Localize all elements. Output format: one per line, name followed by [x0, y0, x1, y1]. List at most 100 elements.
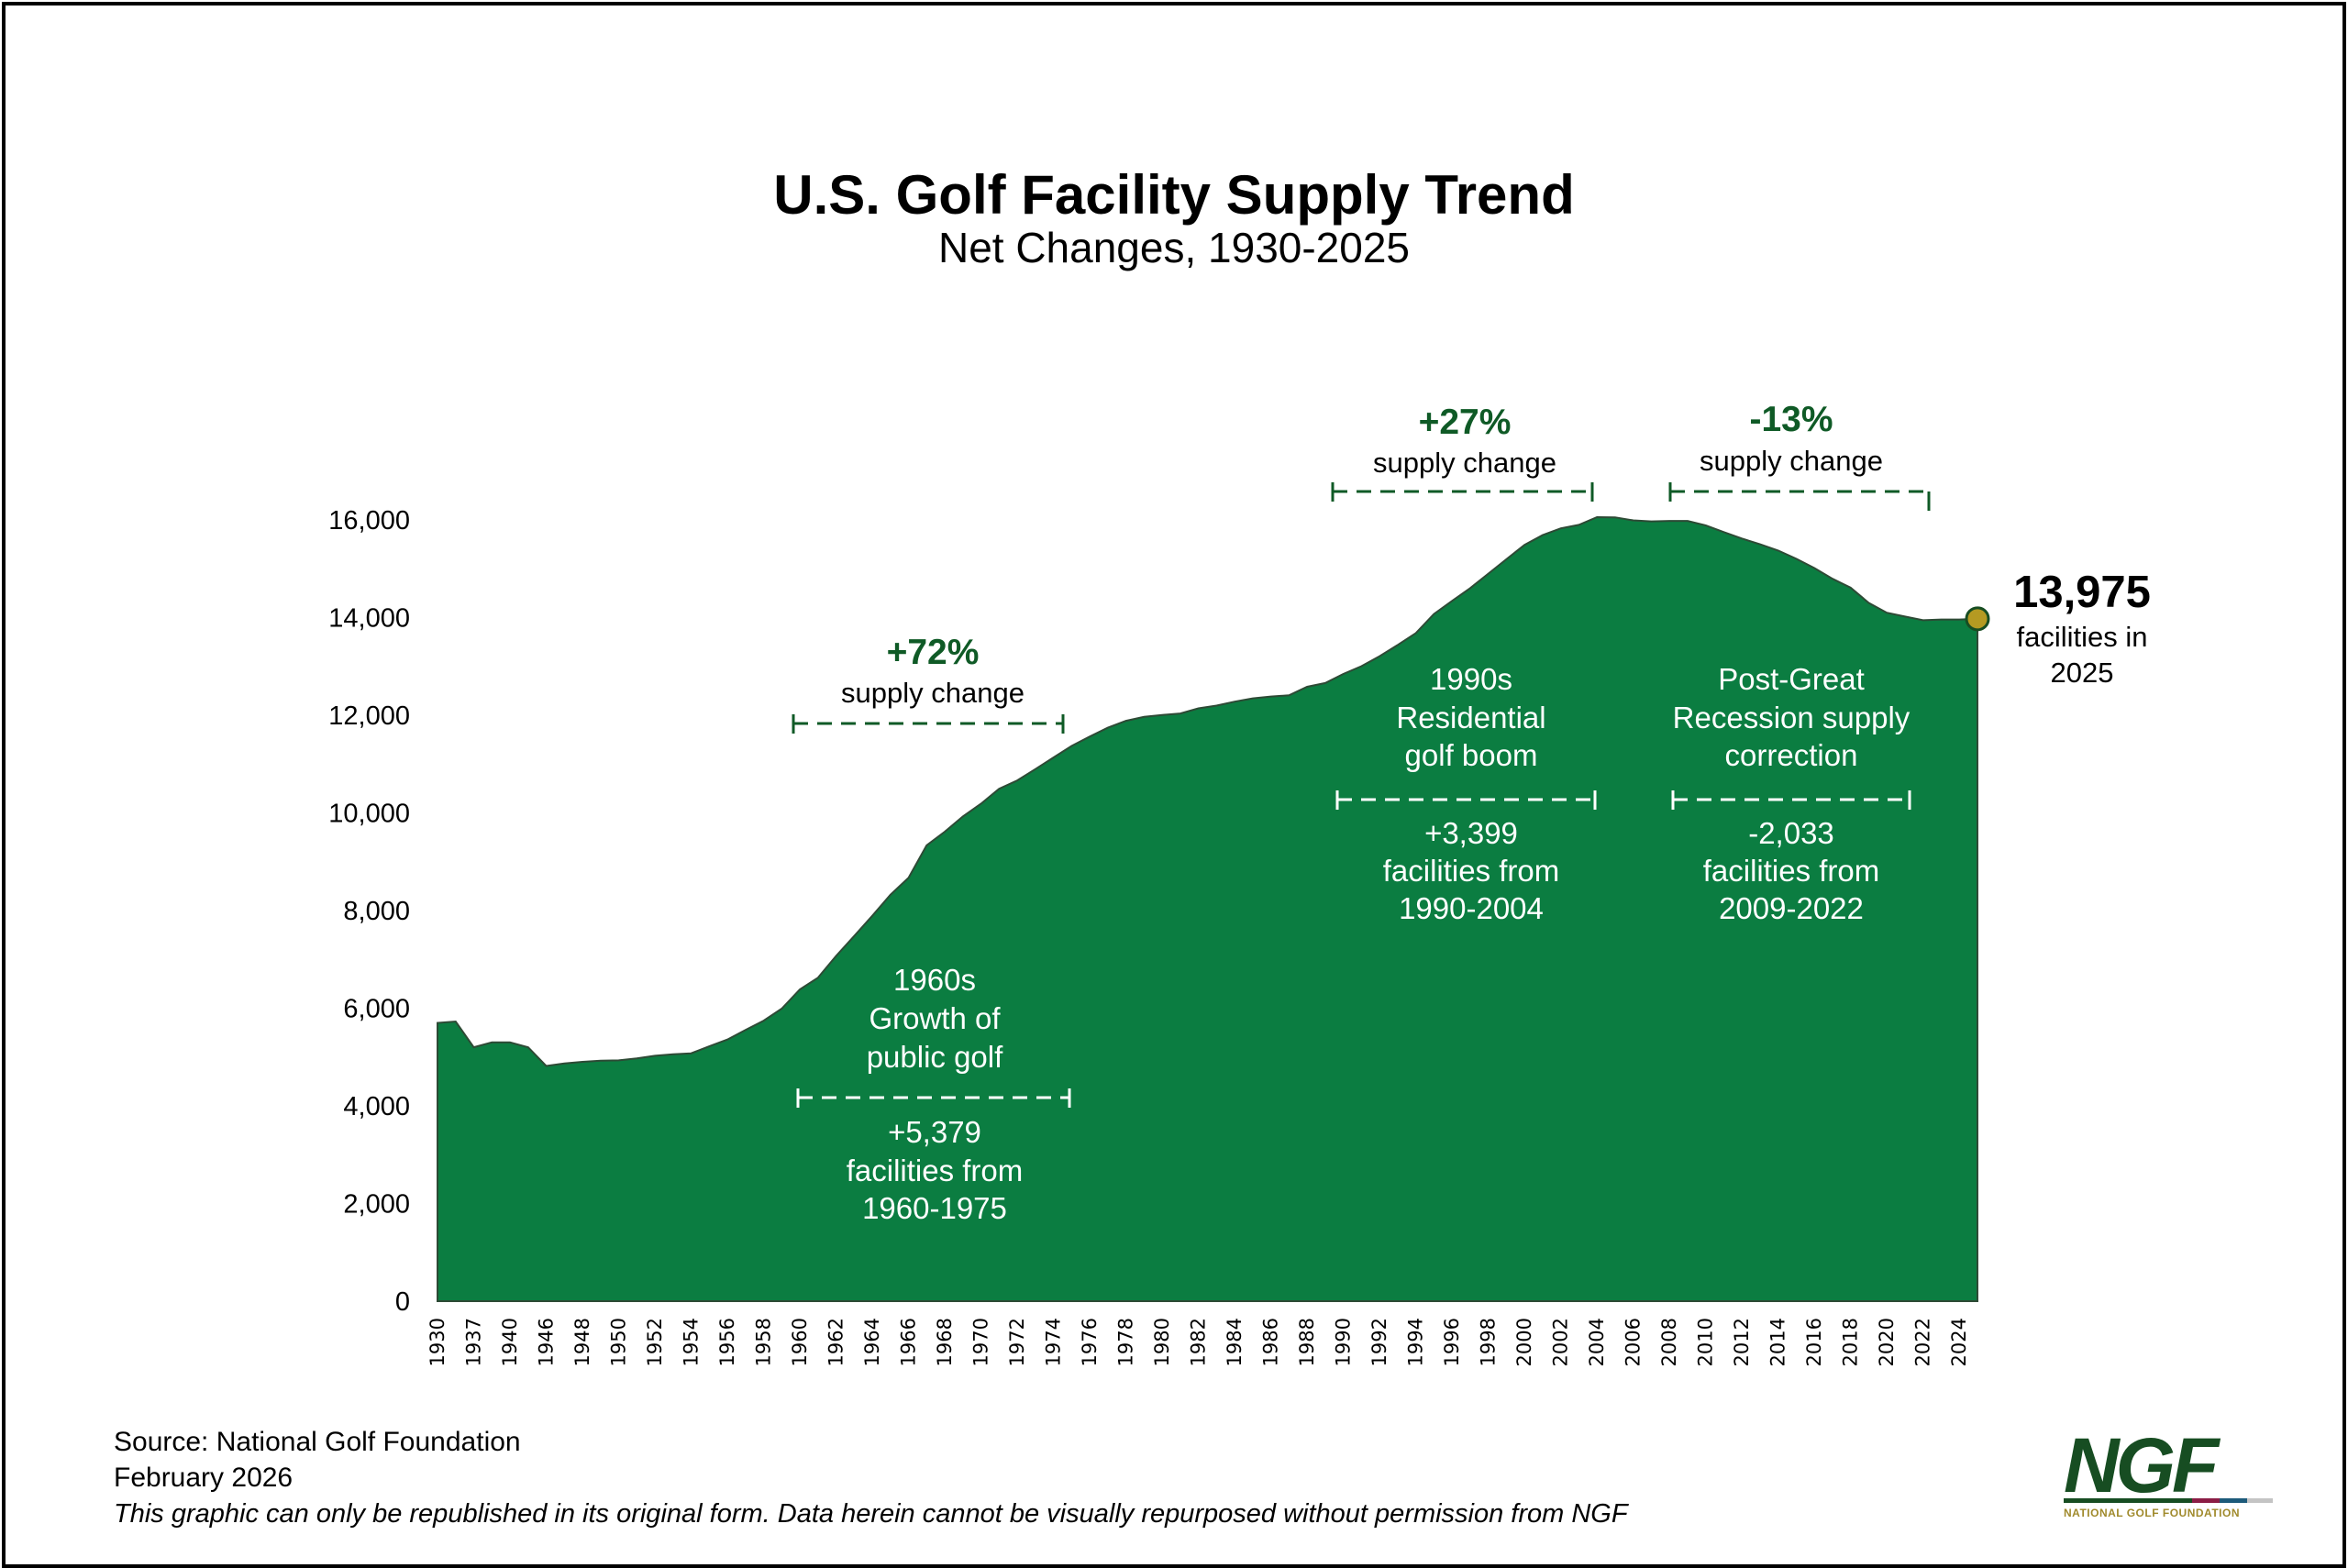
- x-tick-label: 1954: [681, 1318, 703, 1366]
- y-tick-label: 12,000: [328, 701, 410, 731]
- x-tick-label: 1994: [1405, 1318, 1427, 1366]
- x-tick-label: 1950: [608, 1318, 630, 1366]
- x-tick-label: 1992: [1368, 1318, 1390, 1366]
- era-line: 1960s: [893, 963, 976, 997]
- x-tick-label: 1972: [1006, 1318, 1028, 1366]
- x-tick-label: 2018: [1840, 1318, 1862, 1366]
- current-value-callout: 13,975 facilities in 2025: [2013, 568, 2151, 689]
- x-tick-label: 2020: [1876, 1318, 1898, 1366]
- annotation-1990s: +27% supply change 1990s Residential gol…: [1331, 403, 1597, 925]
- x-tick-label: 1952: [644, 1318, 666, 1366]
- chart-subtitle: Net Changes, 1930-2025: [938, 224, 1410, 271]
- x-tick-label: 1948: [571, 1318, 593, 1366]
- pct-change: +27%: [1419, 403, 1512, 442]
- era-line: Residential: [1396, 701, 1545, 734]
- x-tick-label: 2024: [1948, 1318, 1970, 1366]
- x-tick-label: 2022: [1912, 1318, 1934, 1366]
- detail-line: 1960-1975: [862, 1191, 1007, 1225]
- x-tick-label: 1946: [536, 1318, 558, 1366]
- x-tick-label: 1990: [1333, 1318, 1355, 1366]
- range-bracket: [1335, 790, 1597, 810]
- y-tick-label: 10,000: [328, 800, 410, 829]
- detail-line: +3,399: [1424, 816, 1518, 850]
- logo-mark: NGF: [2064, 1422, 2221, 1508]
- current-label: facilities in: [2017, 621, 2148, 653]
- pct-label: supply change: [1700, 445, 1883, 477]
- x-tick-label: 1998: [1478, 1318, 1500, 1366]
- ngf-logo: NGF NATIONAL GOLF FOUNDATION: [2064, 1422, 2273, 1519]
- range-bracket: [1331, 482, 1594, 502]
- y-tick-label: 14,000: [328, 604, 410, 634]
- detail-line: 1990-2004: [1399, 891, 1544, 925]
- current-value-marker: [1965, 606, 1990, 632]
- pct-change: -13%: [1749, 400, 1833, 439]
- range-bracket: [796, 1088, 1071, 1108]
- x-tick-label: 2008: [1658, 1318, 1680, 1366]
- x-tick-label: 1982: [1188, 1318, 1210, 1366]
- pct-label: supply change: [841, 677, 1024, 709]
- logo-name: NATIONAL GOLF FOUNDATION: [2064, 1507, 2240, 1519]
- x-tick-label: 2002: [1550, 1318, 1572, 1366]
- range-bracket: [1671, 790, 1911, 810]
- y-tick-label: 2,000: [343, 1190, 410, 1220]
- x-tick-label: 1930: [426, 1318, 449, 1366]
- x-tick-label: 2000: [1513, 1318, 1535, 1366]
- y-tick-label: 16,000: [328, 506, 410, 536]
- range-bracket: [1668, 482, 1931, 511]
- x-tick-label: 2004: [1586, 1318, 1608, 1366]
- era-line: golf boom: [1405, 738, 1538, 772]
- x-axis: 1930 1937 1940 1946 1948 1950 1952 1954 1956 1958…: [426, 1318, 1970, 1366]
- detail-line: facilities from: [847, 1154, 1024, 1187]
- x-tick-label: 2010: [1695, 1318, 1717, 1366]
- era-line: Growth of: [869, 1001, 1001, 1035]
- x-tick-label: 1966: [898, 1318, 920, 1366]
- pct-label: supply change: [1373, 447, 1556, 479]
- x-tick-label: 1976: [1079, 1318, 1101, 1366]
- x-tick-label: 1937: [463, 1318, 485, 1366]
- y-axis: 0 2,000 4,000 6,000 8,000 10,000 12,000 14,000 1…: [328, 506, 410, 1317]
- chart-title: U.S. Golf Facility Supply Trend: [773, 164, 1574, 226]
- notice-text: This graphic can only be republished in …: [114, 1499, 1630, 1529]
- pct-change: +72%: [887, 633, 980, 672]
- detail-line: -2,033: [1748, 816, 1834, 850]
- x-tick-label: 2012: [1731, 1318, 1753, 1366]
- era-line: correction: [1725, 738, 1858, 772]
- annotation-correction: -13% supply change Post-Great Recession …: [1668, 400, 1931, 925]
- current-year: 2025: [2051, 657, 2114, 689]
- x-tick-label: 1996: [1441, 1318, 1463, 1366]
- date-text: February 2026: [114, 1463, 293, 1493]
- detail-line: facilities from: [1383, 854, 1560, 888]
- x-tick-label: 1970: [970, 1318, 992, 1366]
- x-tick-label: 1962: [825, 1318, 847, 1366]
- x-tick-label: 1986: [1260, 1318, 1282, 1366]
- x-tick-label: 1964: [861, 1318, 883, 1366]
- x-tick-label: 2006: [1623, 1318, 1645, 1366]
- x-tick-label: 1960: [789, 1318, 811, 1366]
- era-line: 1990s: [1430, 662, 1512, 696]
- era-line: public golf: [867, 1040, 1003, 1074]
- x-tick-label: 1984: [1224, 1318, 1246, 1366]
- current-value: 13,975: [2013, 568, 2151, 617]
- x-tick-label: 1940: [499, 1318, 521, 1366]
- annotation-1960s: +72% supply change 1960s Growth of publi…: [792, 633, 1071, 1225]
- era-line: Post-Great: [1718, 662, 1865, 696]
- y-tick-label: 4,000: [343, 1092, 410, 1121]
- y-tick-label: 0: [395, 1287, 410, 1317]
- range-bracket: [792, 714, 1065, 734]
- y-tick-label: 6,000: [343, 995, 410, 1024]
- detail-line: facilities from: [1703, 854, 1880, 888]
- detail-line: 2009-2022: [1719, 891, 1864, 925]
- x-tick-label: 1958: [753, 1318, 775, 1366]
- x-tick-label: 1968: [934, 1318, 956, 1366]
- x-tick-label: 1974: [1043, 1318, 1065, 1366]
- x-tick-label: 1978: [1115, 1318, 1137, 1366]
- x-tick-label: 2014: [1767, 1318, 1789, 1366]
- x-tick-label: 1988: [1296, 1318, 1318, 1366]
- source-text: Source: National Golf Foundation: [114, 1427, 521, 1457]
- x-tick-label: 1956: [716, 1318, 738, 1366]
- x-tick-label: 2016: [1803, 1318, 1825, 1366]
- detail-line: +5,379: [888, 1115, 981, 1149]
- era-line: Recession supply: [1673, 701, 1911, 734]
